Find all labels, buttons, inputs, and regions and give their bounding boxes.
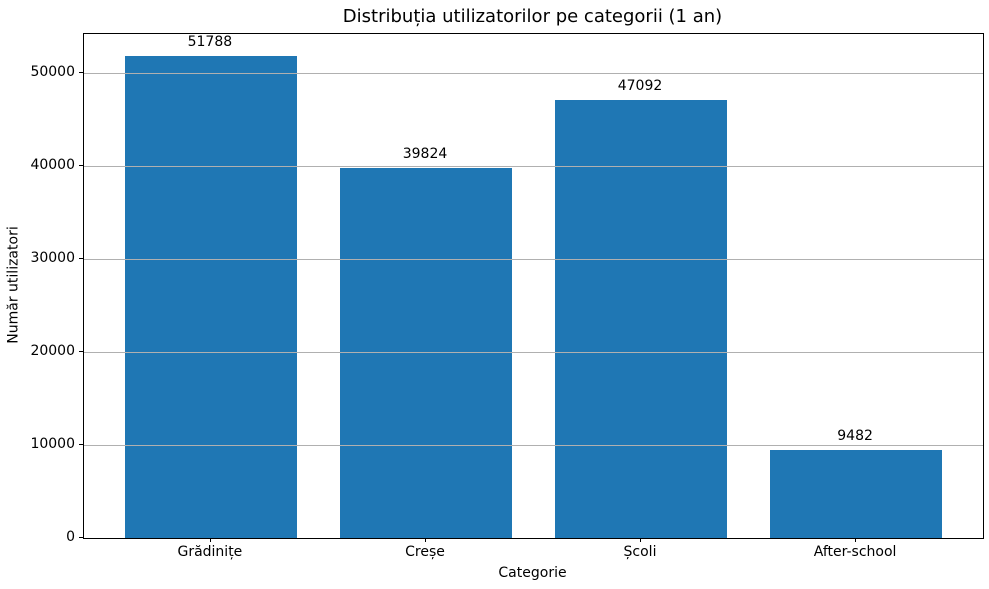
bar-2	[555, 100, 728, 538]
bar-0	[124, 56, 297, 538]
y-tick-mark-10000	[79, 444, 83, 445]
x-tick-mark-0	[209, 538, 211, 542]
chart-title: Distribuția utilizatorilor pe categorii …	[342, 6, 723, 27]
y-tick-mark-0	[79, 537, 83, 538]
y-tick-label-20000: 20000	[30, 342, 75, 359]
x-tick-mark-1	[425, 538, 426, 542]
gridline-40000	[84, 166, 983, 167]
y-tick-label-0: 0	[66, 528, 75, 545]
y-tick-label-50000: 50000	[30, 63, 75, 80]
y-tick-mark-20000	[79, 351, 83, 352]
bar-value-label-1: 39824	[402, 145, 448, 162]
x-tick-mark-2	[640, 538, 641, 542]
gridline-30000	[84, 259, 983, 260]
y-tick-label-40000: 40000	[30, 156, 75, 173]
y-tick-mark-40000	[79, 165, 83, 166]
y-tick-mark-50000	[79, 72, 83, 74]
gridline-50000	[84, 73, 983, 75]
y-axis-label: Număr utilizatori	[5, 226, 22, 344]
x-tick-mark-3	[855, 538, 857, 542]
y-tick-label-10000: 10000	[30, 435, 75, 452]
x-tick-label-2: Școli	[623, 544, 657, 560]
x-tick-label-1: Creșe	[405, 544, 445, 560]
bar-value-label-0: 51788	[187, 34, 233, 51]
plot-area	[83, 33, 984, 539]
y-tick-label-30000: 30000	[30, 249, 75, 266]
gridline-20000	[84, 352, 983, 353]
bar-value-label-2: 47092	[617, 78, 663, 95]
y-tick-mark-30000	[79, 258, 83, 259]
bar-value-label-3: 9482	[837, 427, 873, 444]
x-tick-label-0: Grădinițe	[177, 544, 243, 560]
gridline-10000	[84, 445, 983, 446]
x-tick-label-3: After-school	[813, 544, 897, 560]
bar-3	[770, 449, 943, 538]
x-axis-label: Categorie	[498, 565, 567, 581]
